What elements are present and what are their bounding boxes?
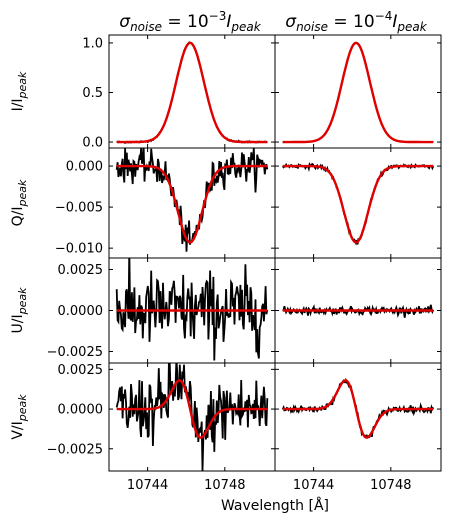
panel-r0-c1 — [274, 34, 442, 149]
y-tick-label-r2-0: 0.0025 — [58, 263, 104, 278]
x-tick-label-c0-1: 10748 — [204, 478, 245, 493]
observed-line-r2-c0 — [115, 258, 269, 361]
panel-frame-r3-c1 — [274, 362, 442, 472]
y-axis-label-0: I/Ipeak — [10, 71, 29, 111]
fit-line-r3-c1 — [282, 379, 434, 439]
x-tick-label-c0-0: 10744 — [127, 478, 168, 493]
y-axis-label-1: Q/Ipeak — [10, 179, 29, 226]
panel-r0-c0: 0.0 0.5 1.0 — [82, 34, 276, 151]
y-tick-label-r3-0: 0.0025 — [58, 363, 104, 378]
panel-r2-c1 — [274, 257, 442, 364]
fit-line-r0-c0 — [116, 41, 268, 144]
y-tick-label-r2-1: 0.0000 — [58, 304, 104, 319]
y-tick-label-r3-1: 0.0000 — [58, 403, 104, 418]
panel-frame-r0-c0 — [108, 34, 276, 149]
column-title-right: σnoise = 10−4Ipeak — [285, 9, 427, 34]
panel-r3-c1: 10744 10748 — [274, 362, 442, 493]
y-axis-label-3: V/Ipeak — [10, 394, 29, 440]
x-tick-label-c1-1: 10748 — [370, 478, 411, 493]
y-tick-label-r1-0: 0.000 — [66, 160, 103, 175]
observed-line-r0-c0 — [116, 41, 268, 145]
panel-grid: I/Ipeak 0.0 0.5 1.0 Q/Ipeak 0.000 −0.005 −0.010… — [10, 34, 442, 493]
observed-line-r0-c1 — [282, 41, 434, 144]
observed-line-r1-c1 — [281, 161, 435, 246]
panel-r1-c0: 0.000 −0.005 −0.010 — [55, 147, 276, 259]
y-tick-label-r0-0: 0.0 — [82, 136, 103, 151]
panel-r3-c0: 0.0025 0.0000 −0.0025 10744 10748 — [47, 362, 276, 493]
y-tick-label-r0-1: 0.5 — [82, 86, 103, 101]
y-tick-label-r2-2: −0.0025 — [47, 345, 103, 360]
column-title-left: σnoise = 10−3Ipeak — [119, 9, 261, 34]
x-axis-label: Wavelength [Å] — [221, 497, 329, 514]
y-tick-label-r3-2: −0.0025 — [47, 442, 103, 457]
y-tick-label-r1-1: −0.005 — [55, 201, 103, 216]
fit-line-r0-c1 — [282, 41, 434, 144]
y-tick-label-r0-2: 1.0 — [82, 36, 103, 51]
y-axis-label-2: U/Ipeak — [10, 287, 29, 334]
fit-line-r1-c1 — [282, 164, 434, 244]
panel-r2-c0: 0.0025 0.0000 −0.0025 — [47, 257, 276, 364]
panel-frame-r0-c1 — [274, 34, 442, 149]
x-tick-label-c1-0: 10744 — [293, 478, 334, 493]
panel-r1-c1 — [274, 147, 442, 259]
fit-line-r1-c0 — [116, 164, 268, 244]
y-tick-label-r1-2: −0.010 — [55, 242, 103, 257]
fit-line-r3-c0 — [116, 379, 268, 439]
observed-line-r1-c0 — [115, 148, 269, 252]
